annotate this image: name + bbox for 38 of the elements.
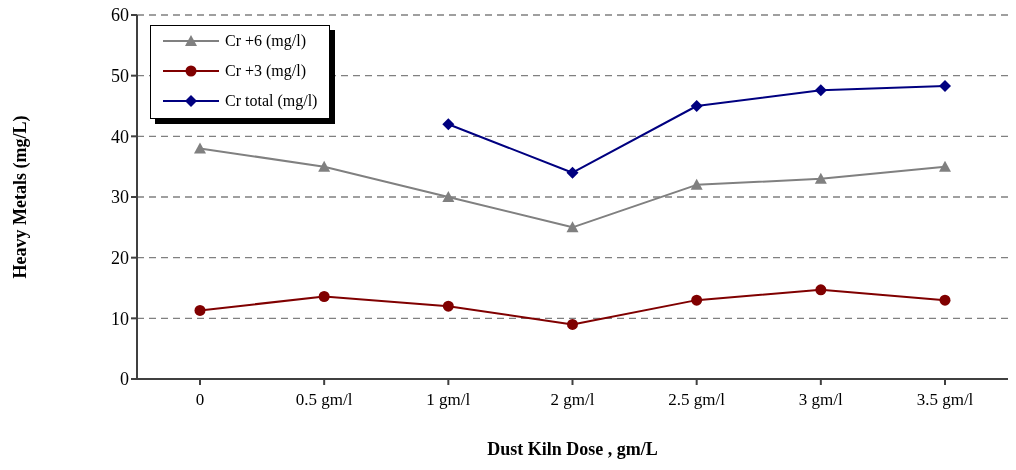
- point: [939, 160, 951, 172]
- y-tick-label: 40: [111, 126, 129, 147]
- point: [566, 166, 579, 179]
- point: [318, 160, 331, 172]
- x-tick-label: 2.5 gm/l: [668, 390, 726, 410]
- x-tick-label: 0.5 gm/l: [295, 390, 353, 410]
- y-tick-label: 60: [111, 5, 129, 26]
- point: [939, 294, 951, 306]
- point: [194, 142, 206, 154]
- x-axis-title: Dust Kiln Dose , gm/L: [487, 439, 658, 459]
- point: [442, 118, 455, 131]
- x-tick-label: 3 gm/l: [798, 390, 844, 410]
- x-tick-label: 2 gm/l: [550, 390, 595, 410]
- point: [814, 84, 827, 97]
- x-tick-label: 1 gm/l: [426, 390, 471, 410]
- point: [194, 304, 206, 316]
- y-tick-label: 50: [111, 66, 129, 87]
- x-tick-label: 3.5 gm/l: [916, 390, 974, 410]
- point: [442, 300, 454, 312]
- point: [442, 191, 455, 202]
- point: [318, 290, 330, 302]
- legend-label: Cr total (mg/l): [225, 92, 318, 110]
- y-tick-label: 0: [120, 369, 129, 390]
- point: [690, 100, 703, 112]
- y-tick-label: 30: [111, 187, 129, 208]
- point: [690, 178, 703, 190]
- y-axis-title: Heavy Metals (mg/L): [10, 115, 32, 279]
- legend-label: Cr +3 (mg/l): [225, 62, 307, 80]
- legend-label: Cr +6 (mg/l): [225, 32, 307, 50]
- point: [691, 294, 703, 306]
- y-tick-label: 20: [111, 248, 129, 269]
- x-tick-label: 0: [195, 390, 205, 410]
- point: [939, 79, 951, 92]
- point: [567, 318, 578, 330]
- point: [566, 221, 579, 233]
- point: [815, 284, 827, 296]
- point: [814, 172, 827, 184]
- y-tick-label: 10: [111, 308, 129, 329]
